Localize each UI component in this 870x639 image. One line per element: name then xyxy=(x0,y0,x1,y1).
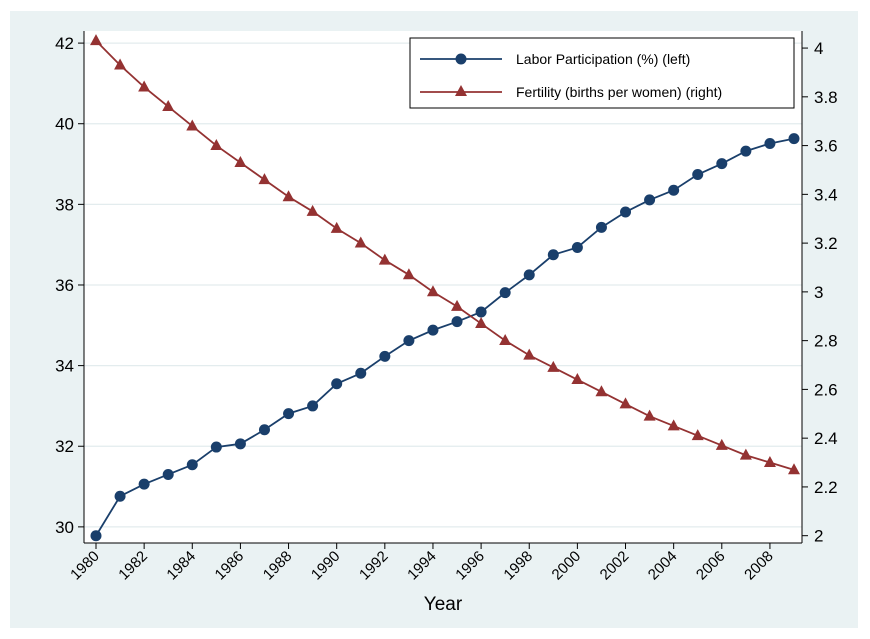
y-right-tick-label: 3.4 xyxy=(814,185,838,204)
data-point-labor xyxy=(644,194,656,206)
legend-box xyxy=(409,37,795,109)
y-left-tick-label: 42 xyxy=(55,34,74,53)
data-point-labor xyxy=(523,269,535,281)
y-left-tick-label: 40 xyxy=(55,115,74,134)
data-point-fertility xyxy=(547,360,560,372)
data-point-labor xyxy=(138,478,150,490)
data-point-fertility xyxy=(571,373,584,385)
data-point-fertility xyxy=(691,429,704,441)
data-point-labor xyxy=(427,324,439,336)
data-point-labor xyxy=(186,459,198,471)
data-point-labor xyxy=(379,350,391,362)
data-point-fertility xyxy=(788,463,800,475)
data-point-labor xyxy=(788,133,800,145)
x-axis-title: Year xyxy=(424,594,463,615)
data-point-labor xyxy=(764,137,776,149)
data-point-labor xyxy=(475,306,487,318)
data-point-fertility xyxy=(426,285,439,297)
data-point-fertility xyxy=(619,397,632,409)
data-point-labor xyxy=(114,490,126,502)
data-point-fertility xyxy=(595,385,608,397)
data-point-labor xyxy=(595,221,607,233)
data-point-fertility xyxy=(162,99,175,111)
data-point-fertility xyxy=(258,173,271,185)
data-point-fertility xyxy=(643,409,656,421)
data-point-labor xyxy=(499,287,511,299)
series-layer xyxy=(90,34,800,542)
data-point-fertility xyxy=(451,299,464,311)
data-point-labor xyxy=(692,169,704,181)
y-left-tick-label: 38 xyxy=(55,195,74,214)
y-right-tick-label: 2 xyxy=(814,527,823,546)
data-point-fertility xyxy=(306,204,319,216)
data-point-labor xyxy=(234,438,246,450)
plot-area xyxy=(84,31,802,543)
data-point-labor xyxy=(740,145,752,157)
data-point-labor xyxy=(210,441,222,453)
y-left-tick-label: 30 xyxy=(55,518,74,537)
data-point-fertility xyxy=(354,236,367,248)
data-point-labor xyxy=(620,206,632,218)
legend: Labor Participation (%) (left) Fertility … xyxy=(409,37,795,109)
data-point-fertility xyxy=(90,34,102,46)
y-right-tick-label: 3.2 xyxy=(814,234,838,253)
data-point-fertility xyxy=(739,448,752,460)
data-point-fertility xyxy=(186,119,199,131)
y-right-tick-label: 3 xyxy=(814,283,823,302)
data-point-labor xyxy=(355,367,367,379)
y-right-tick-label: 2.6 xyxy=(814,380,838,399)
data-point-fertility xyxy=(523,348,536,360)
data-point-fertility xyxy=(114,58,127,70)
y-left-tick-label: 36 xyxy=(55,276,74,295)
data-point-fertility xyxy=(402,268,415,280)
data-point-labor xyxy=(403,335,415,347)
grid-layer xyxy=(84,42,802,528)
legend-label-2: Fertility (births per women) (right) xyxy=(516,84,722,100)
data-point-fertility xyxy=(499,334,512,346)
data-point-labor xyxy=(162,468,174,480)
data-point-labor xyxy=(716,158,728,170)
data-point-fertility xyxy=(475,316,488,328)
y-left-tick-label: 32 xyxy=(55,437,74,456)
data-point-fertility xyxy=(210,138,223,150)
data-point-fertility xyxy=(715,438,728,450)
data-point-labor xyxy=(451,316,463,328)
y-right-tick-label: 3.6 xyxy=(814,137,838,156)
data-point-fertility xyxy=(282,190,295,202)
data-point-labor xyxy=(331,378,343,390)
y-right-tick-label: 4 xyxy=(814,39,823,58)
y-right-tick-label: 3.8 xyxy=(814,88,838,107)
data-point-fertility xyxy=(763,455,776,467)
legend-marker-triangle xyxy=(455,85,467,96)
data-point-fertility xyxy=(234,156,247,168)
y-right-tick-label: 2.8 xyxy=(814,332,838,351)
data-point-fertility xyxy=(378,253,391,265)
y-right-tick-label: 2.2 xyxy=(814,478,838,497)
data-point-fertility xyxy=(330,221,343,233)
data-point-labor xyxy=(547,249,559,261)
data-point-fertility xyxy=(138,80,151,92)
data-point-labor xyxy=(668,184,680,196)
data-point-labor xyxy=(307,400,319,412)
y-right-tick-label: 2.4 xyxy=(814,429,838,448)
legend-marker-circle xyxy=(455,53,467,65)
data-point-labor xyxy=(283,408,295,420)
legend-label-1: Labor Participation (%) (left) xyxy=(516,51,690,67)
data-point-labor xyxy=(90,530,102,542)
data-point-labor xyxy=(258,424,270,436)
data-point-fertility xyxy=(667,419,680,431)
data-point-labor xyxy=(571,241,583,253)
y-left-tick-label: 34 xyxy=(55,357,74,376)
